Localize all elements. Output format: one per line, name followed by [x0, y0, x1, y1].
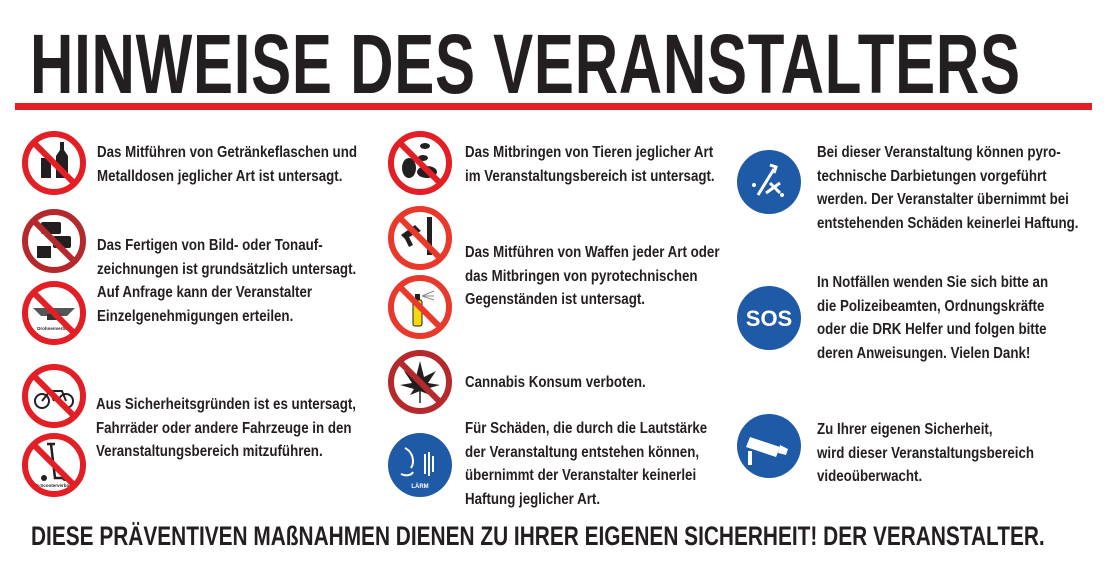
- sos-icon-label: SOS: [746, 306, 792, 331]
- text-line: deren Anweisungen. Vielen Dank!: [817, 344, 1031, 362]
- text-line: videoüberwacht.: [817, 468, 923, 485]
- text-line: Metalldosen jeglicher Art ist untersagt.: [97, 167, 343, 185]
- text-line: das Mitbringen von pyrotechnischen: [465, 267, 698, 285]
- text-line: oder die DRK Helfer und folgen bitte: [817, 321, 1047, 338]
- notice-bottles: Das Mitführen von Getränkeflaschen und M…: [97, 141, 357, 188]
- text-line: Für Schäden, die durch die Lautstärke: [465, 420, 708, 437]
- text-line: technische Darbietungen vorgeführt: [817, 167, 1047, 185]
- text-line: Das Mitbringen von Tieren jeglicher Art: [465, 144, 714, 161]
- escooter-icon-label: E-Scooterverbot!: [36, 483, 73, 488]
- text-line: werden. Der Veranstalter übernimmt bei: [817, 191, 1069, 208]
- notice-emergency: In Notfällen wenden Sie sich bitte an di…: [817, 271, 1048, 365]
- text-line: Haftung jeglicher Art.: [465, 490, 601, 508]
- text-line: Gegenständen ist untersagt.: [465, 291, 645, 308]
- page-title: HINWEISE DES VERANSTALTERS: [30, 17, 1021, 111]
- noise-icon-label: LÄRM: [411, 483, 428, 490]
- no-bottles-cans-icon: [22, 131, 86, 195]
- red-divider: [15, 103, 1092, 110]
- notice-weapons: Das Mitführen von Waffen jeder Art oder …: [465, 241, 720, 312]
- no-animals-icon: [388, 131, 452, 195]
- footer-statement: DIESE PRÄVENTIVEN MAßNAHMEN DIENEN ZU IH…: [31, 521, 1045, 551]
- notice-pyrotechnics: Bei dieser Veranstaltung können pyro- te…: [817, 141, 1078, 235]
- notice-animals: Das Mitbringen von Tieren jeglicher Art …: [465, 141, 715, 188]
- text-line: Das Fertigen von Bild- oder Tonauf-: [97, 237, 323, 254]
- no-camera-recording-icon: [22, 209, 86, 273]
- text-line: im Veranstaltungsbereich ist untersagt.: [465, 167, 715, 185]
- noise-icon: LÄRM: [388, 433, 452, 497]
- text-line: Zu Ihrer eigenen Sicherheit,: [817, 421, 993, 438]
- text-line: Aus Sicherheitsgründen ist es untersagt,: [96, 396, 357, 413]
- text-line: Cannabis Konsum verboten.: [465, 374, 646, 391]
- notice-noise: Für Schäden, die durch die Lautstärke de…: [465, 417, 707, 511]
- text-line: wird dieser Veranstaltungsbereich: [817, 444, 1035, 462]
- no-spray-icon: [388, 275, 452, 339]
- text-line: In Notfällen wenden Sie sich bitte an: [817, 274, 1049, 291]
- text-line: Veranstaltungsbereich mitzuführen.: [96, 443, 323, 460]
- text-line: Fahrräder oder andere Fahrzeuge in den: [96, 419, 352, 437]
- no-weapons-icon: [388, 206, 452, 270]
- text-line: der Veranstaltung entstehen können,: [465, 443, 700, 461]
- notice-cannabis: Cannabis Konsum verboten.: [465, 371, 646, 395]
- video-surveillance-icon: [737, 414, 801, 478]
- text-line: Das Mitführen von Waffen jeder Art oder: [465, 244, 720, 261]
- sos-icon: SOS: [737, 286, 801, 350]
- text-line: Einzelgenehmigungen erteilen.: [97, 307, 294, 325]
- no-bicycle-icon: [22, 364, 86, 428]
- notice-recording: Das Fertigen von Bild- oder Tonauf- zeic…: [97, 234, 356, 328]
- text-line: Auf Anfrage kann der Veranstalter: [97, 284, 313, 301]
- text-line: Das Mitführen von Getränkeflaschen und: [97, 144, 357, 161]
- text-line: zeichnungen ist grundsätzlich untersagt.: [97, 260, 357, 278]
- text-line: Bei dieser Veranstaltung können pyro-: [817, 144, 1061, 161]
- pyrotechnics-icon: [737, 150, 801, 214]
- text-line: die Polizeibeamten, Ordnungskräfte: [817, 297, 1045, 315]
- drone-icon-label: Drohnenverbot!: [37, 326, 71, 331]
- no-drone-icon: Drohnenverbot!: [22, 281, 86, 345]
- notice-vehicles: Aus Sicherheitsgründen ist es untersagt,…: [96, 393, 356, 464]
- notice-video: Zu Ihrer eigenen Sicherheit, wird dieser…: [817, 418, 1034, 489]
- text-line: übernimmt der Veranstalter keinerlei: [465, 467, 697, 484]
- text-line: entstehenden Schäden keinerlei Haftung.: [817, 214, 1079, 232]
- no-cannabis-icon: [388, 350, 452, 414]
- no-escooter-icon: E-Scooterverbot!: [22, 433, 86, 497]
